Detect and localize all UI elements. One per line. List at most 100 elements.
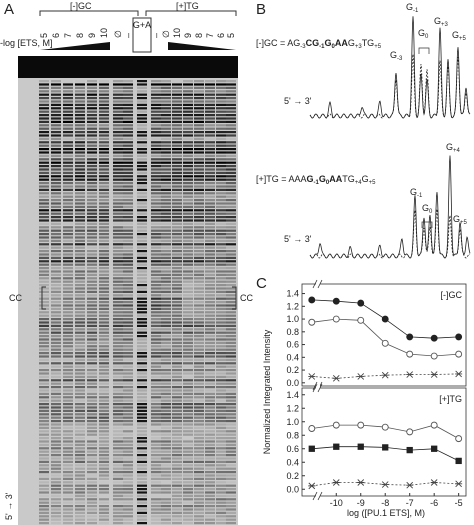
gel-band (99, 256, 109, 259)
gel-band (39, 195, 49, 198)
gel-band (172, 355, 182, 358)
gel-band (172, 454, 182, 457)
gel-band (51, 508, 61, 511)
gel-band (75, 171, 85, 174)
gel-band (151, 199, 161, 202)
gel-band (75, 447, 85, 450)
gel-band (113, 270, 123, 273)
gel-band (226, 318, 236, 321)
gel-band (216, 406, 226, 409)
gel-band (172, 260, 182, 263)
gel-band (172, 158, 182, 161)
gel-band (51, 260, 61, 263)
gel-band (123, 90, 133, 93)
gel-band (183, 426, 193, 429)
gel-band (194, 280, 204, 283)
gel-band (87, 246, 97, 249)
gel-band (216, 426, 226, 429)
gel-band (51, 372, 61, 375)
gel-band (113, 171, 123, 174)
gel-band (63, 151, 73, 154)
gel-band (123, 260, 133, 263)
gel-band (216, 375, 226, 378)
gel-band (151, 253, 161, 256)
gel-band (216, 433, 226, 436)
gel-band (123, 205, 133, 208)
gel-band (205, 192, 215, 195)
gel-band (75, 518, 85, 521)
gel-band (113, 188, 123, 191)
gel-band (113, 403, 123, 406)
gel-band (216, 307, 226, 310)
gel-band (183, 314, 193, 317)
gel-band (75, 107, 85, 110)
gel-band (75, 457, 85, 460)
gel-band (137, 297, 147, 300)
gel-band (63, 454, 73, 457)
gel-band (51, 375, 61, 378)
gel-band (75, 202, 85, 205)
gel-band (63, 464, 73, 467)
gel-band (194, 375, 204, 378)
gel-band (51, 100, 61, 103)
panel-letter: B (256, 1, 266, 18)
gel-band (137, 148, 147, 151)
gel-band (75, 423, 85, 426)
gel-band (137, 243, 147, 246)
gel-band (194, 403, 204, 406)
gel-band (183, 229, 193, 232)
gel-band (151, 447, 161, 450)
gel-band (151, 256, 161, 259)
gel-band (51, 199, 61, 202)
gel-band (123, 352, 133, 355)
gel-band (151, 168, 161, 171)
gel-band (205, 297, 215, 300)
gel-band (194, 352, 204, 355)
gel-band (51, 511, 61, 514)
gel-band (63, 124, 73, 127)
gel-band (87, 97, 97, 100)
direction-label: 5' → 3' (4, 492, 14, 520)
gel-band (75, 355, 85, 358)
gel-band (137, 202, 147, 205)
lane-label: 10 (99, 28, 109, 38)
gel-band (39, 260, 49, 263)
gel-band (172, 267, 182, 270)
gel-band (123, 505, 133, 508)
gel-band (151, 229, 161, 232)
gel-band (87, 127, 97, 130)
gel-band (99, 386, 109, 389)
gel-band (137, 120, 147, 123)
gel-band (75, 114, 85, 117)
gel-band (99, 416, 109, 419)
gel-band (161, 406, 171, 409)
gel-band (75, 321, 85, 324)
gel-band (183, 97, 193, 100)
gel-band (161, 175, 171, 178)
gel-band (161, 352, 171, 355)
gel-band (151, 107, 161, 110)
gel-band (172, 80, 182, 83)
gel-band (63, 284, 73, 287)
gel-band (194, 120, 204, 123)
gel-band (39, 114, 49, 117)
gel-band (99, 348, 109, 351)
point (455, 350, 463, 358)
gel-band (113, 80, 123, 83)
gel-band (87, 464, 97, 467)
gel-band (99, 233, 109, 236)
gel-band (87, 389, 97, 392)
gel-band (216, 290, 226, 293)
gel-band (113, 222, 123, 225)
gel-band (137, 345, 147, 348)
gel-band (226, 151, 236, 154)
lane-label: 5 (39, 33, 49, 38)
gel-band (226, 127, 236, 130)
gel-band (137, 260, 147, 263)
gel-band (194, 345, 204, 348)
gel-band (194, 226, 204, 229)
y-tick-label: 0.6 (286, 444, 299, 454)
gel-band (87, 324, 97, 327)
gel-band (123, 341, 133, 344)
gel-band (172, 287, 182, 290)
